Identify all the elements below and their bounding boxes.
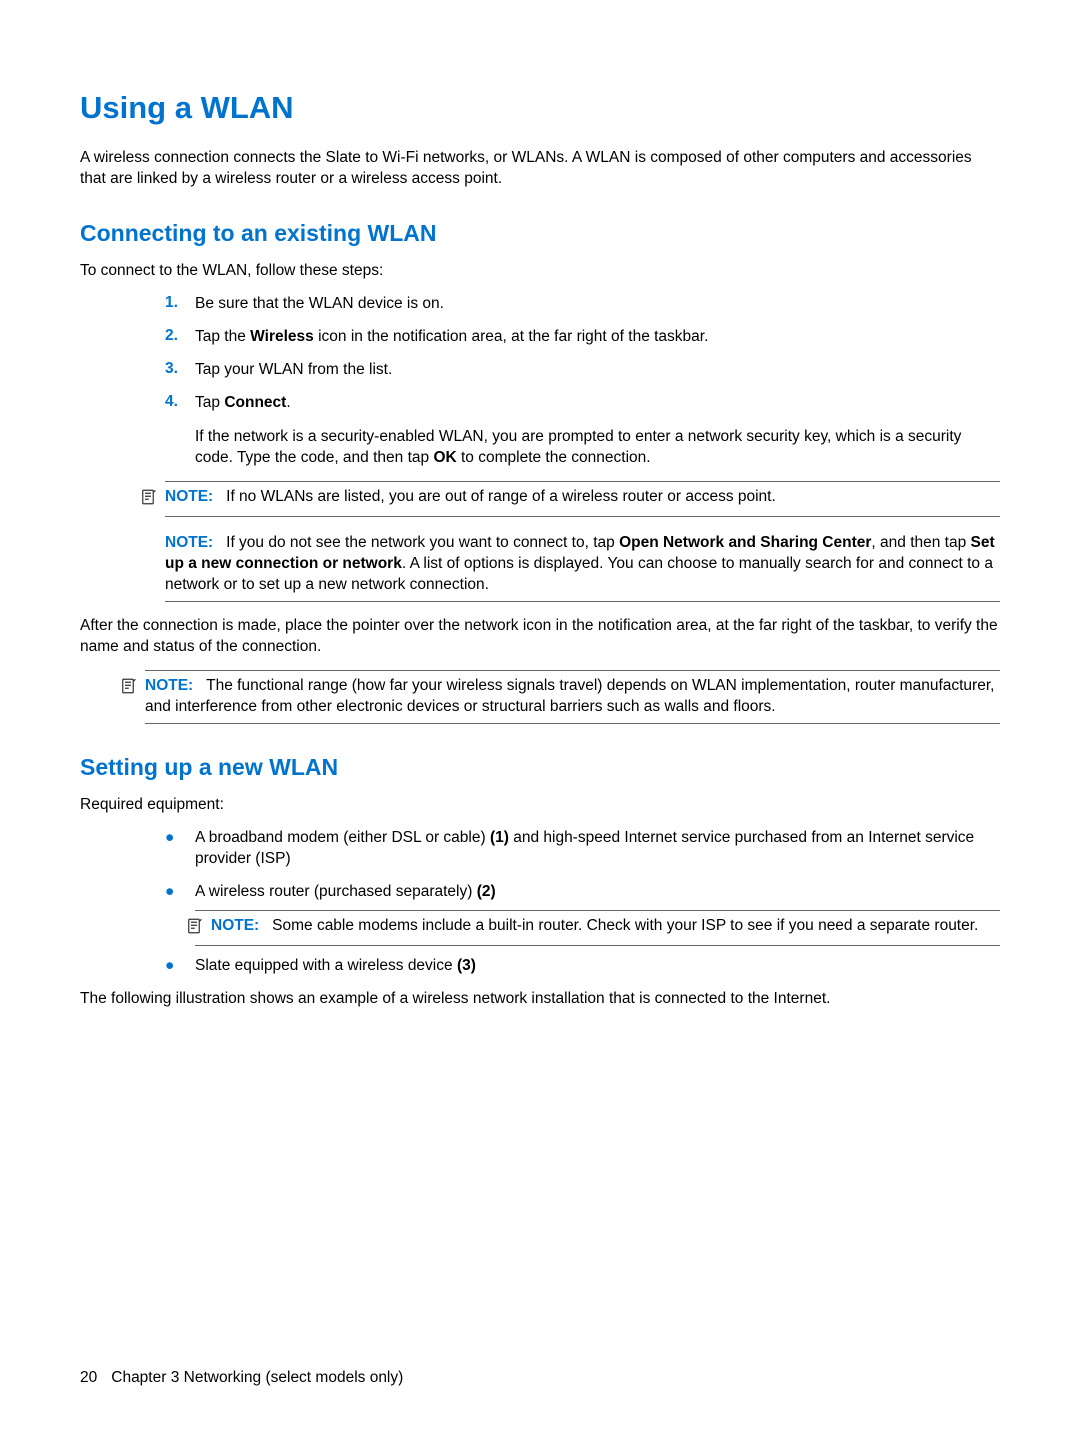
step-text: Tap Connect. (195, 393, 1000, 414)
note-label: NOTE: (165, 488, 213, 505)
bold-text: Connect (224, 394, 286, 411)
section1-lead: To connect to the WLAN, follow these ste… (80, 261, 1000, 282)
text: The functional range (how far your wirel… (145, 677, 994, 715)
bold-text: Wireless (250, 328, 314, 345)
note-icon (185, 917, 211, 940)
text: A broadband modem (either DSL or cable) (195, 829, 490, 846)
text: Tap (195, 394, 224, 411)
step-text: Tap your WLAN from the list. (195, 360, 1000, 381)
text: Slate equipped with a wireless device (195, 957, 457, 974)
note-block: NOTE: Some cable modems include a built-… (195, 910, 1000, 946)
step-3: 3. Tap your WLAN from the list. (165, 360, 1000, 381)
text: A wireless router (purchased separately) (195, 883, 477, 900)
bold-text: (1) (490, 829, 509, 846)
note-icon (119, 677, 145, 700)
step-number: 1. (165, 294, 195, 312)
bullet-item: ● Slate equipped with a wireless device … (165, 956, 1000, 977)
text: If you do not see the network you want t… (226, 534, 619, 551)
text: , and then tap (871, 534, 970, 551)
bold-text: OK (433, 449, 456, 466)
steps-list: 1. Be sure that the WLAN device is on. 2… (165, 294, 1000, 602)
text: icon in the notification area, at the fa… (314, 328, 709, 345)
step-number: 3. (165, 360, 195, 378)
step-2: 2. Tap the Wireless icon in the notifica… (165, 327, 1000, 348)
heading-2-connecting: Connecting to an existing WLAN (80, 220, 1000, 247)
bold-text: Open Network and Sharing Center (619, 534, 871, 551)
section2-lead: Required equipment: (80, 795, 1000, 816)
note-block: NOTE: The functional range (how far your… (145, 670, 1000, 724)
document-page: Using a WLAN A wireless connection conne… (0, 0, 1080, 1437)
bullet-text: A broadband modem (either DSL or cable) … (195, 828, 1000, 870)
bullet-glyph: ● (165, 956, 195, 977)
text: to complete the connection. (457, 449, 651, 466)
bullet-glyph: ● (165, 828, 195, 849)
text: If no WLANs are listed, you are out of r… (226, 488, 776, 505)
bold-text: (3) (457, 957, 476, 974)
text: Tap the (195, 328, 250, 345)
note-text: NOTE: The functional range (how far your… (145, 676, 1000, 718)
step-number: 4. (165, 393, 195, 411)
note-label: NOTE: (165, 534, 213, 551)
text: . (286, 394, 290, 411)
note-label: NOTE: (211, 917, 259, 934)
note-text: NOTE: If you do not see the network you … (165, 533, 1000, 596)
section1-after: After the connection is made, place the … (80, 616, 1000, 658)
text: Some cable modems include a built-in rou… (272, 917, 978, 934)
step-text: Be sure that the WLAN device is on. (195, 294, 1000, 315)
intro-paragraph: A wireless connection connects the Slate… (80, 148, 1000, 190)
page-number: 20 (80, 1369, 97, 1387)
heading-1: Using a WLAN (80, 90, 1000, 126)
note-label: NOTE: (145, 677, 193, 694)
step-4: 4. Tap Connect. (165, 393, 1000, 414)
section2-after: The following illustration shows an exam… (80, 989, 1000, 1010)
bold-text: (2) (477, 883, 496, 900)
page-footer: 20 Chapter 3 Networking (select models on… (80, 1369, 403, 1387)
note-text: NOTE: If no WLANs are listed, you are ou… (165, 487, 1000, 508)
chapter-label: Chapter 3 Networking (select models only… (111, 1369, 403, 1386)
step-text: Tap the Wireless icon in the notificatio… (195, 327, 1000, 348)
bullet-text: A wireless router (purchased separately)… (195, 882, 1000, 903)
note-block: NOTE: If no WLANs are listed, you are ou… (165, 481, 1000, 517)
bullet-item: ● A broadband modem (either DSL or cable… (165, 828, 1000, 870)
note-icon (139, 488, 165, 511)
heading-2-setting-up: Setting up a new WLAN (80, 754, 1000, 781)
step-4-detail: If the network is a security-enabled WLA… (195, 427, 1000, 469)
bullet-text: Slate equipped with a wireless device (3… (195, 956, 1000, 977)
bullet-glyph: ● (165, 882, 195, 903)
step-1: 1. Be sure that the WLAN device is on. (165, 294, 1000, 315)
equipment-list: ● A broadband modem (either DSL or cable… (165, 828, 1000, 978)
bullet-item: ● A wireless router (purchased separatel… (165, 882, 1000, 903)
note-text: NOTE: Some cable modems include a built-… (211, 916, 1000, 937)
note-block: NOTE: If you do not see the network you … (165, 528, 1000, 602)
step-number: 2. (165, 327, 195, 345)
